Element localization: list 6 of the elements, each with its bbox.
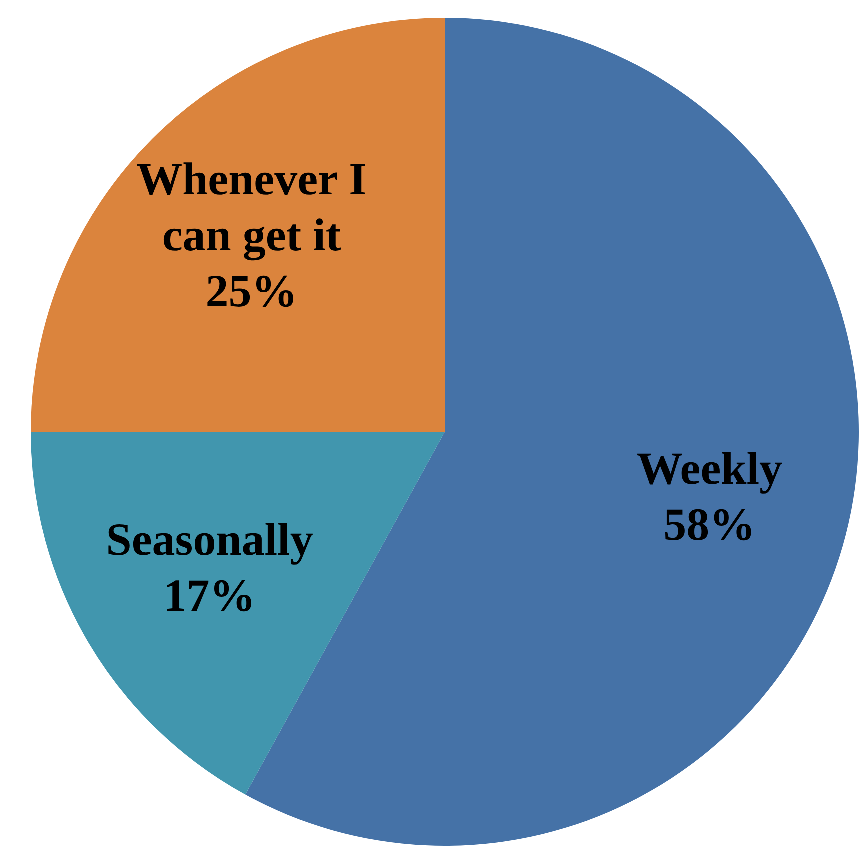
data-label: 25% xyxy=(206,266,298,317)
data-label: 58% xyxy=(664,498,756,550)
slice-label: Weekly xyxy=(636,442,782,494)
slice-label: Seasonally xyxy=(106,514,314,565)
data-label: 17% xyxy=(164,570,256,621)
slice-label: Whenever I can get it xyxy=(136,154,367,262)
